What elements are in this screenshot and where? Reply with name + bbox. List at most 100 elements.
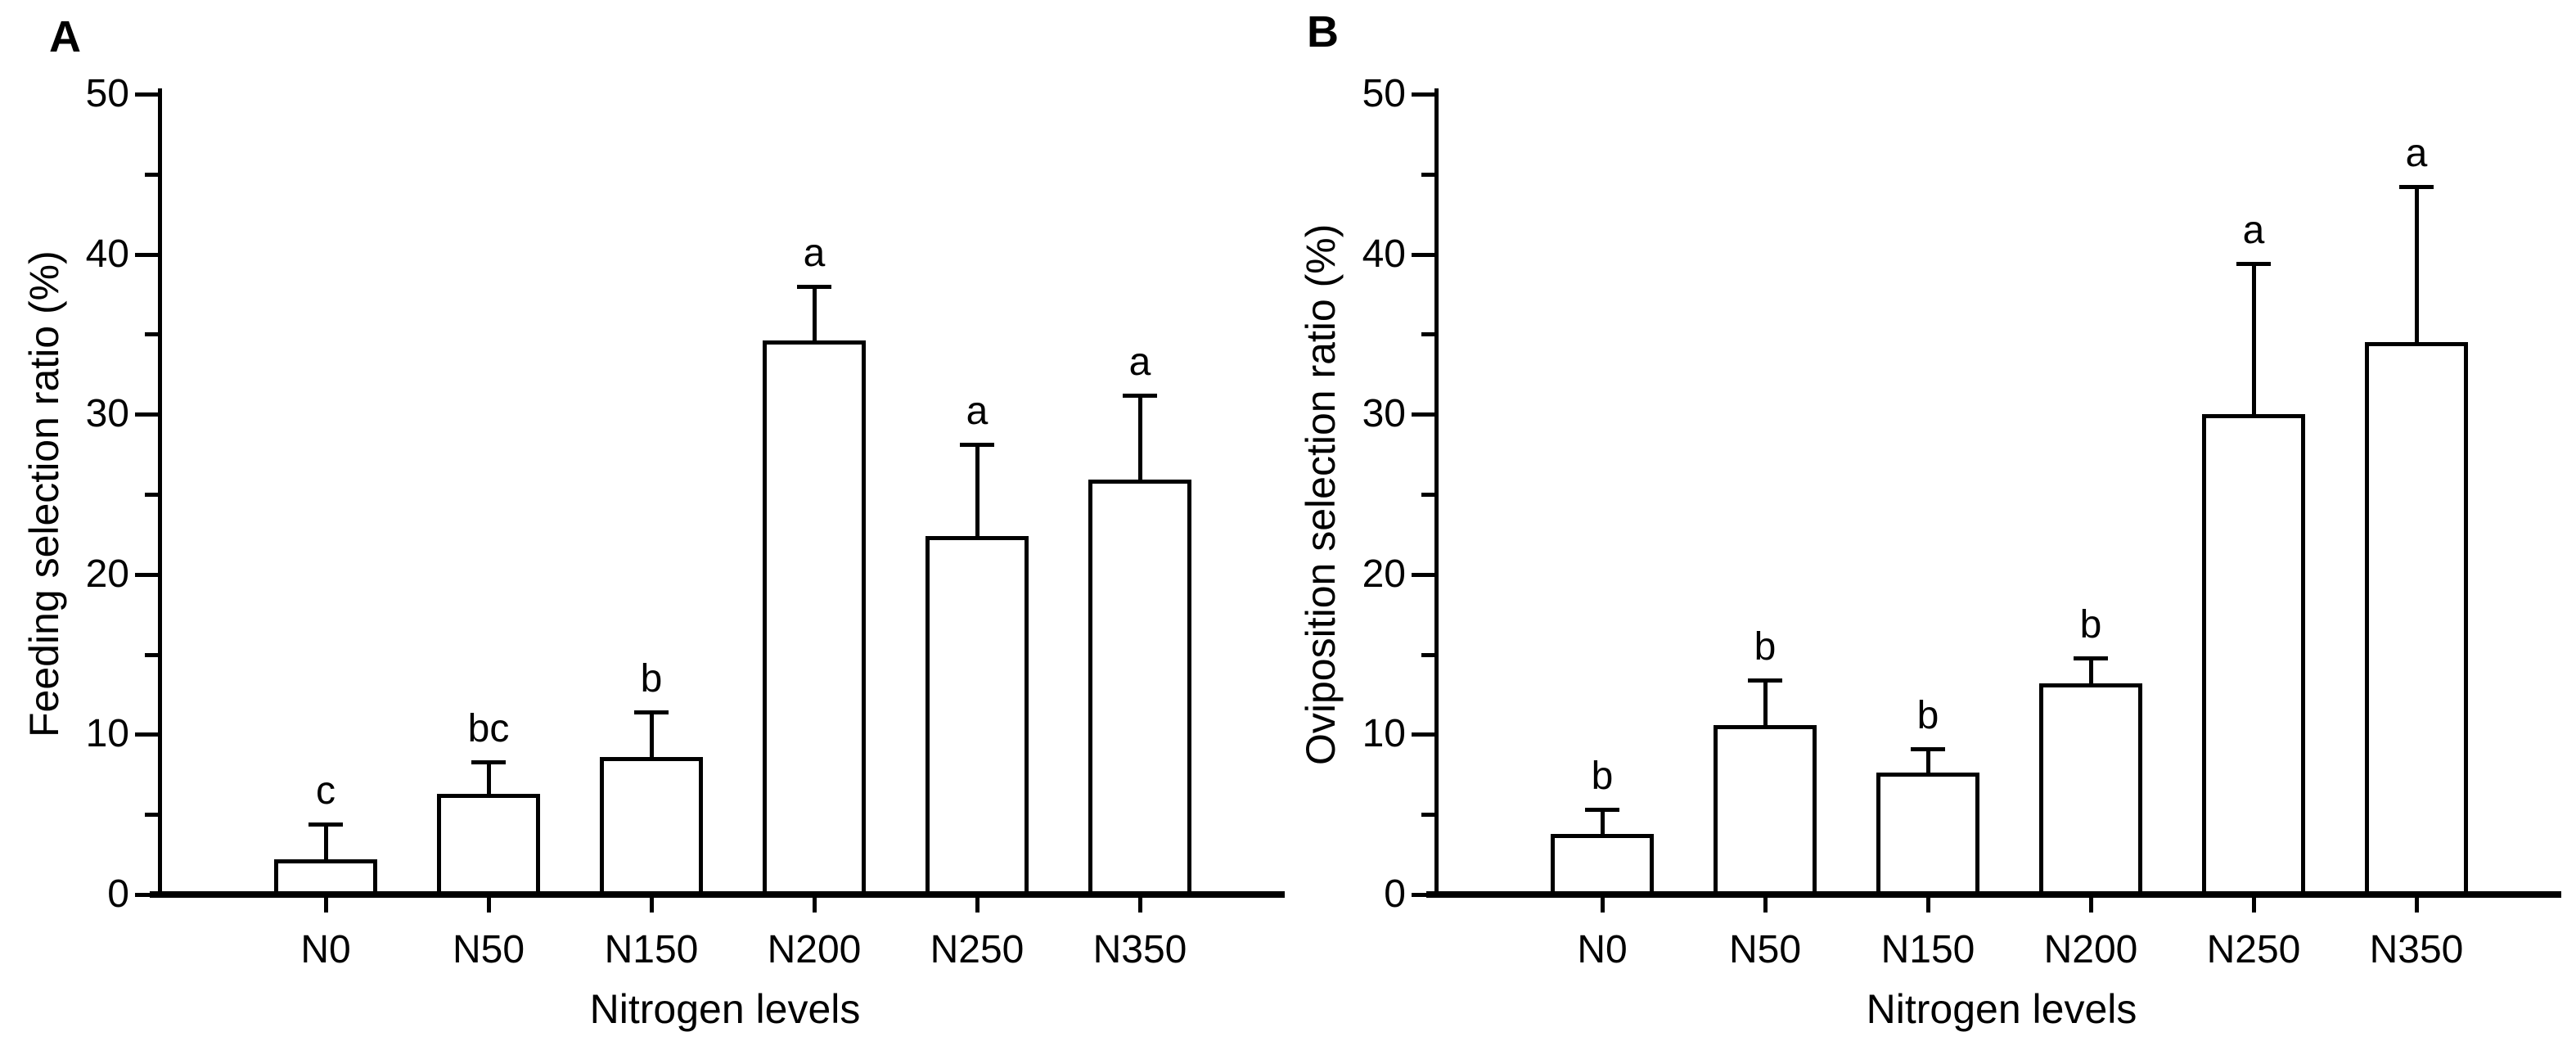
error-bar-line	[2089, 657, 2093, 683]
y-tick-major	[1412, 92, 1434, 97]
y-tick-label: 40	[85, 232, 129, 276]
sig-letter: a	[2405, 132, 2428, 176]
sig-letter: b	[1754, 624, 1777, 669]
sig-letter: a	[1128, 340, 1151, 384]
y-axis-line	[158, 88, 162, 898]
x-tick	[650, 898, 654, 913]
panel-a-letter: A	[49, 12, 81, 61]
x-category-label: N0	[1577, 928, 1628, 971]
y-tick-label: 20	[85, 552, 129, 596]
y-tick-minor	[1421, 332, 1434, 337]
y-tick-minor	[145, 652, 158, 657]
x-category-label: N350	[1092, 928, 1187, 971]
y-axis-line	[1434, 88, 1439, 898]
error-bar-line	[1601, 809, 1605, 834]
bar	[437, 793, 540, 896]
y-tick-label: 10	[85, 712, 129, 756]
bar	[925, 535, 1029, 896]
y-tick-major	[135, 572, 158, 577]
error-bar-cap	[634, 710, 669, 715]
error-bar-line	[975, 444, 980, 536]
sig-letter: a	[803, 231, 826, 275]
error-bar-line	[487, 761, 491, 794]
y-tick-minor	[1421, 493, 1434, 497]
sig-letter: bc	[467, 706, 510, 750]
x-category-label: N50	[1728, 928, 1802, 971]
bar	[763, 340, 866, 896]
error-bar-cap	[1748, 678, 1782, 683]
y-tick-minor	[145, 172, 158, 177]
y-tick-major	[135, 412, 158, 417]
error-bar-cap	[2236, 262, 2271, 267]
x-category-label: N0	[300, 928, 351, 971]
x-category-label: N150	[604, 928, 699, 971]
y-tick-label: 50	[1362, 72, 1406, 115]
y-tick-label: 50	[85, 72, 129, 115]
x-category-label: N250	[930, 928, 1025, 971]
y-tick-major	[135, 893, 158, 897]
x-category-label: N350	[2369, 928, 2464, 971]
x-category-label: N200	[2043, 928, 2138, 971]
x-category-label: N50	[452, 928, 525, 971]
x-axis-line	[1426, 891, 2561, 898]
sig-letter: a	[966, 390, 989, 434]
y-tick-major	[1412, 412, 1434, 417]
y-tick-major	[1412, 572, 1434, 577]
bar	[2039, 683, 2142, 896]
error-bar-line	[650, 712, 654, 757]
y-tick-label: 40	[1362, 232, 1406, 276]
error-bar-line	[1138, 394, 1142, 480]
x-tick	[1763, 898, 1768, 913]
x-tick	[487, 898, 491, 913]
y-tick-major	[1412, 893, 1434, 897]
x-category-label: N250	[2206, 928, 2301, 971]
x-axis-line	[150, 891, 1285, 898]
y-tick-major	[1412, 252, 1434, 257]
error-bar-line	[324, 823, 328, 859]
y-tick-label: 0	[1384, 872, 1406, 916]
panel-b-y-axis-title: Oviposition selection ratio (%)	[1298, 223, 1344, 765]
y-tick-label: 30	[1362, 392, 1406, 436]
error-bar-cap	[797, 284, 831, 289]
y-tick-minor	[1421, 172, 1434, 177]
bar	[2202, 414, 2305, 896]
bar	[2365, 342, 2468, 896]
y-tick-major	[135, 252, 158, 257]
bar	[1714, 724, 1817, 896]
y-tick-label: 20	[1362, 552, 1406, 596]
x-tick	[1926, 898, 1930, 913]
x-tick	[324, 898, 328, 913]
y-tick-label: 0	[107, 872, 129, 916]
bar	[1876, 773, 1979, 896]
sig-letter: c	[316, 768, 336, 813]
error-bar-cap	[471, 759, 506, 764]
error-bar-cap	[2074, 656, 2108, 660]
bar	[1088, 480, 1191, 896]
y-tick-major	[135, 732, 158, 737]
panel-b-letter: B	[1307, 7, 1339, 56]
error-bar-cap	[1123, 393, 1157, 398]
error-bar-line	[1763, 679, 1768, 725]
y-tick-label: 10	[1362, 712, 1406, 756]
sig-letter: b	[2079, 602, 2102, 647]
bar	[1551, 833, 1654, 896]
bar	[274, 858, 377, 896]
panel-b-x-axis-title: Nitrogen levels	[1866, 986, 2137, 1032]
x-tick	[813, 898, 817, 913]
error-bar-line	[1926, 749, 1930, 773]
error-bar-cap	[308, 822, 343, 827]
error-bar-cap	[2399, 185, 2434, 190]
sig-letter: b	[1916, 694, 1939, 737]
x-category-label: N150	[1880, 928, 1975, 971]
panel-a-y-axis-title: Feeding selection ratio (%)	[21, 250, 67, 738]
y-tick-label: 30	[85, 392, 129, 436]
y-tick-major	[1412, 732, 1434, 737]
x-tick	[2089, 898, 2093, 913]
x-tick	[1138, 898, 1142, 913]
panel-a-x-axis-title: Nitrogen levels	[589, 986, 861, 1032]
x-tick	[2252, 898, 2256, 913]
